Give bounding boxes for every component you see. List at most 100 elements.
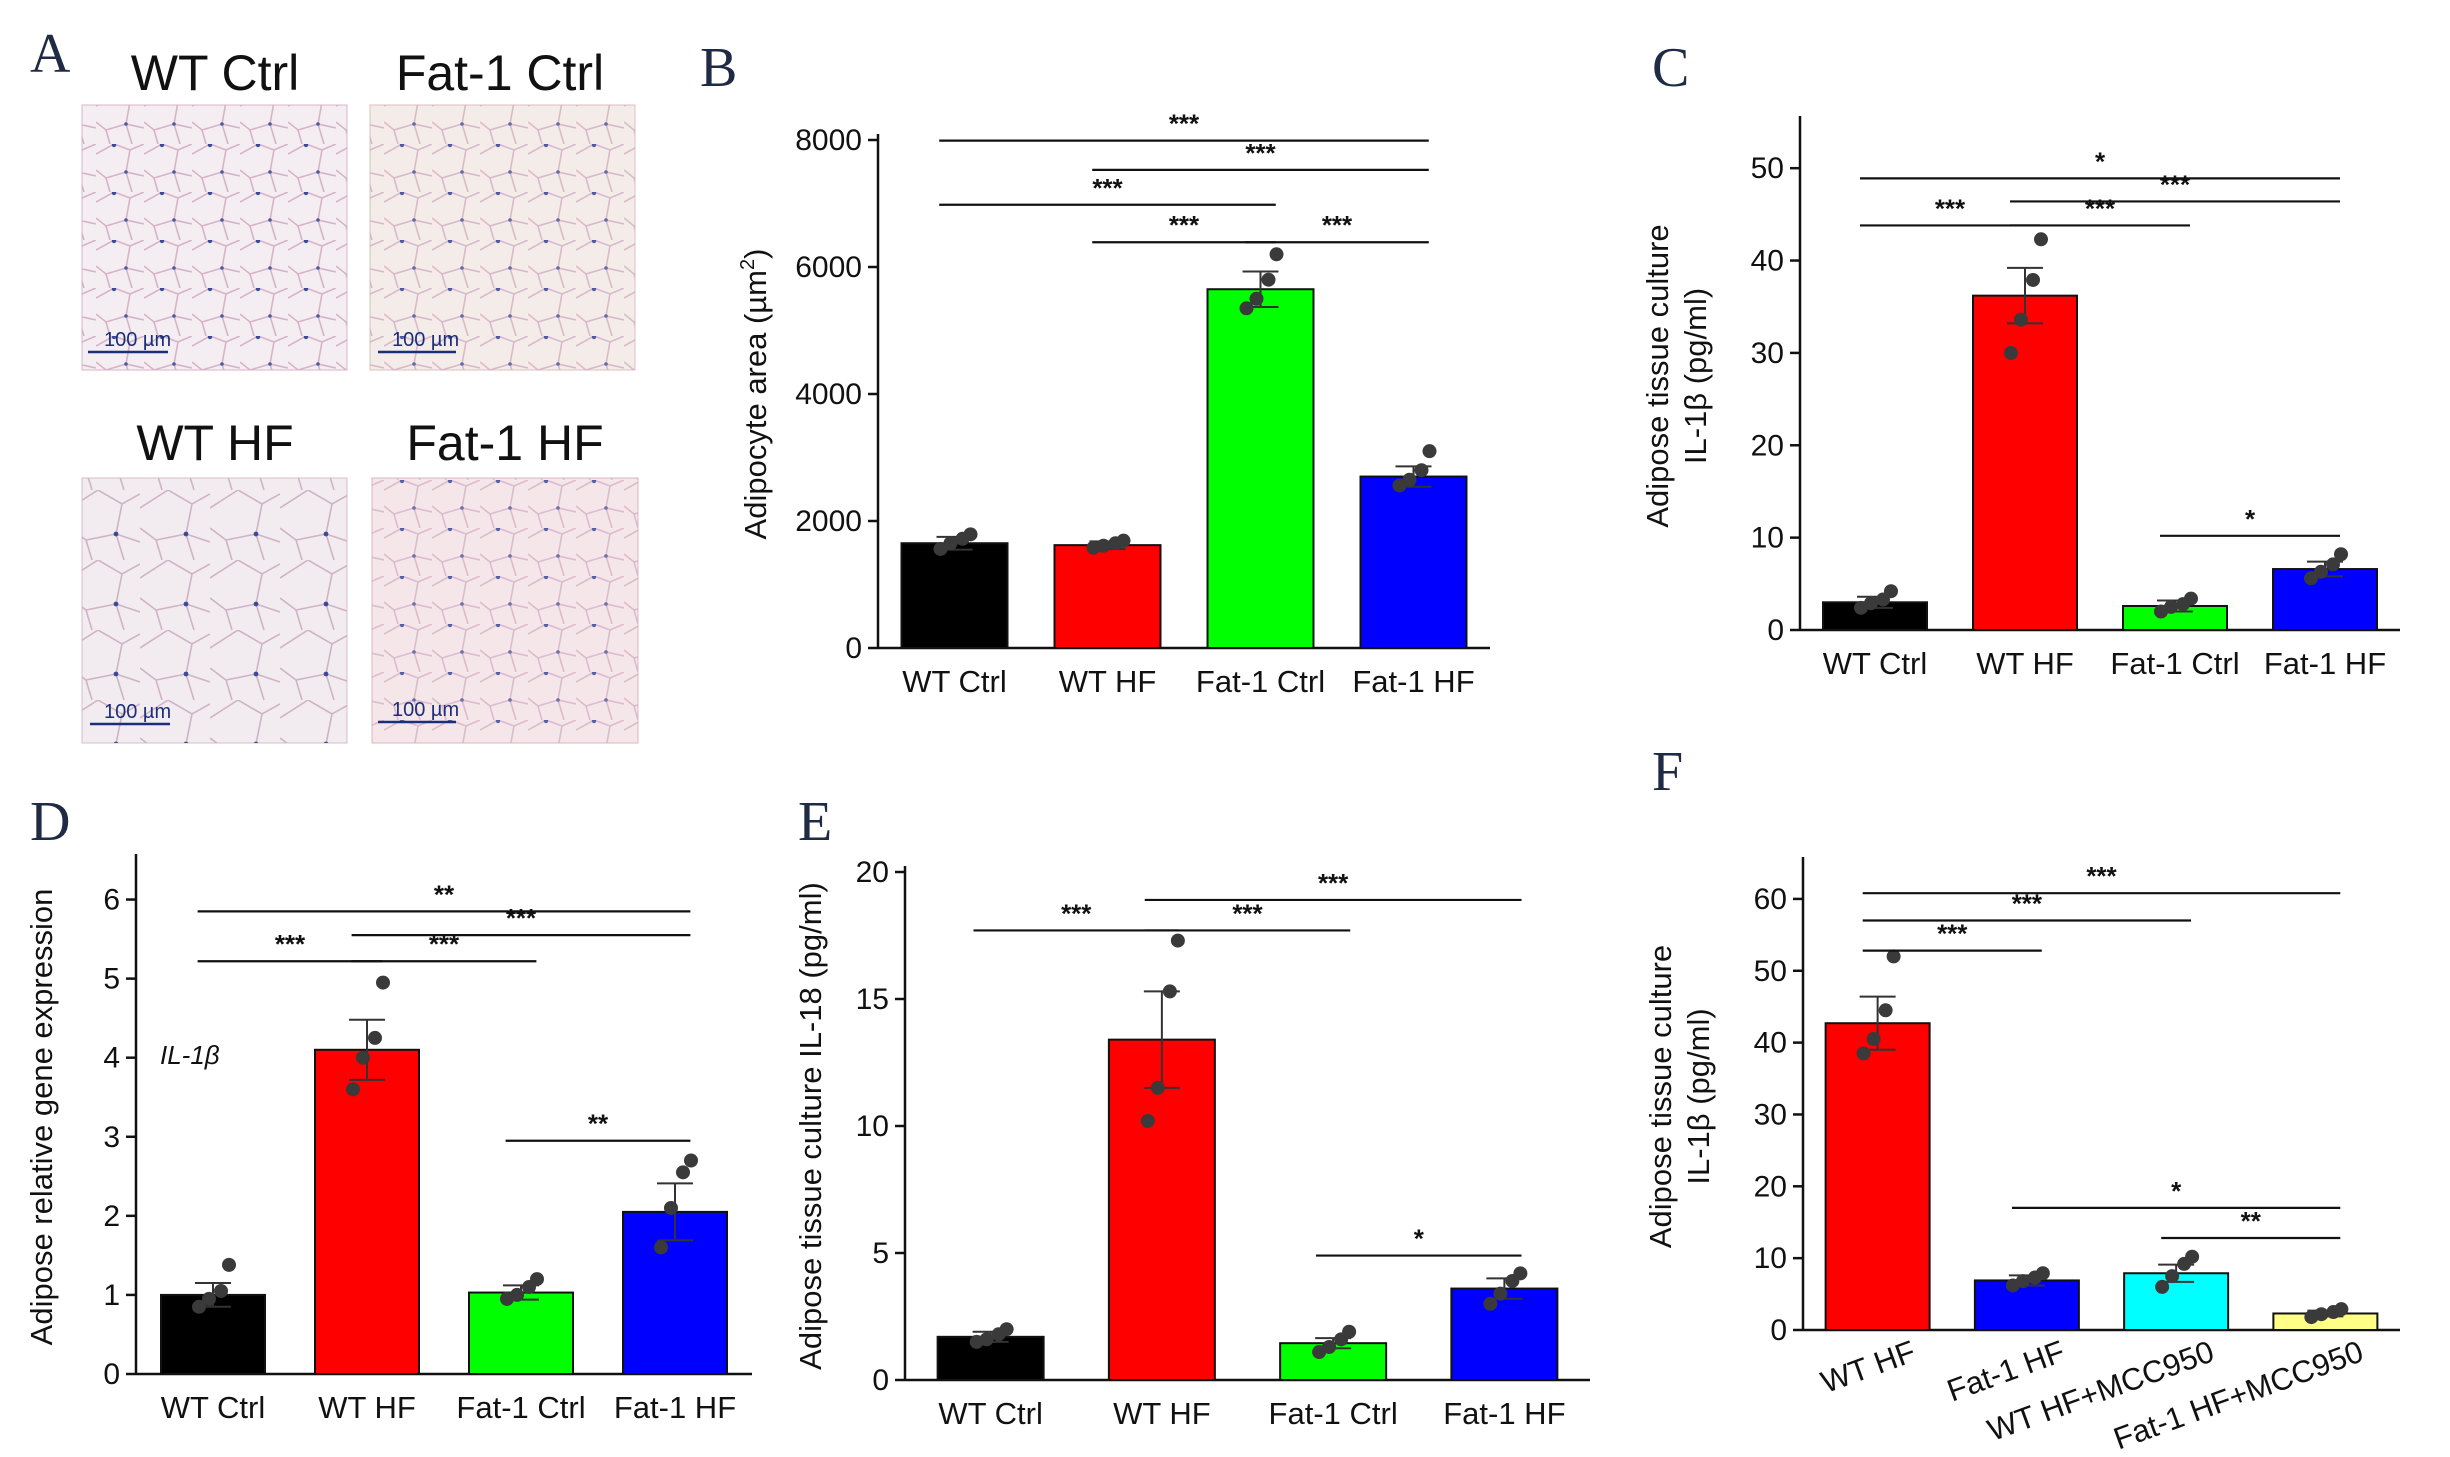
chart-c: 0 10 20 30 40 50 WT Ctrl WT HF Fat-1 Ctrl Fat-1 H… <box>1640 116 2400 681</box>
y-tick-label-d: 4 <box>103 1042 120 1075</box>
x-tick-label-b-2: Fat-1 Ctrl <box>1196 664 1325 699</box>
data-point-d <box>222 1257 236 1272</box>
significance-label-f: * <box>2171 1176 2182 1206</box>
data-point-f <box>2155 1279 2170 1294</box>
significance-label-c: *** <box>2160 169 2191 199</box>
y-tick-label-f: 30 <box>1754 1098 1787 1131</box>
significance-label-c: * <box>2245 504 2256 534</box>
histology-title-fat1-ctrl: Fat-1 Ctrl <box>396 45 604 101</box>
data-point-e <box>1162 984 1177 999</box>
y-axis-label-d: Adipose relative gene expression <box>24 889 59 1346</box>
panel-label-a: A <box>30 23 71 85</box>
y-tick-label-d: 3 <box>103 1121 120 1154</box>
significance-label-b: *** <box>1169 210 1200 240</box>
data-point-b <box>1402 472 1417 487</box>
y-tick-label-f: 20 <box>1754 1170 1787 1203</box>
data-point-d <box>664 1200 678 1215</box>
data-point-c <box>2014 312 2028 327</box>
significance-label-e: * <box>1414 1224 1425 1254</box>
data-point-d <box>368 1030 382 1045</box>
panel-label-d: D <box>30 791 70 853</box>
data-point-f <box>2015 1274 2030 1289</box>
data-point-d <box>202 1291 216 1306</box>
data-point-b <box>963 527 978 542</box>
panel-label-c: C <box>1652 37 1689 99</box>
data-point-f <box>1866 1032 1881 1047</box>
y-tick-label-d: 1 <box>103 1279 120 1312</box>
y-tick-label-b: 6000 <box>795 251 862 284</box>
data-point-d <box>356 1050 370 1065</box>
x-tick-label-e-0: WT Ctrl <box>938 1396 1042 1431</box>
y-tick-label-b: 2000 <box>795 505 862 538</box>
data-point-c <box>2334 547 2348 562</box>
x-tick-label-d-2: Fat-1 Ctrl <box>456 1390 585 1425</box>
histology-title-wt-ctrl: WT Ctrl <box>131 45 299 101</box>
data-point-d <box>214 1283 228 1298</box>
chart-b: 0 2000 4000 6000 8000 WT Ctrl WT HF Fat-1 Ctrl F… <box>737 109 1490 699</box>
y-tick-label-f: 40 <box>1754 1027 1787 1060</box>
significance-label-c: *** <box>2085 193 2116 223</box>
bar-b-1 <box>1053 544 1162 650</box>
y-tick-label-d: 2 <box>103 1200 120 1233</box>
y-tick-label-c: 20 <box>1751 429 1784 462</box>
significance-label-b: *** <box>1169 109 1200 139</box>
data-point-b <box>1269 247 1284 262</box>
data-point-f <box>2334 1302 2349 1317</box>
data-point-f <box>1886 949 1901 964</box>
data-point-c <box>2326 557 2340 572</box>
significance-label-e: *** <box>1232 898 1263 928</box>
x-tick-label-c-1: WT HF <box>1976 646 2074 681</box>
data-point-e <box>1170 933 1185 948</box>
y-axis-label-c: Adipose tissue culture <box>1640 224 1675 527</box>
data-point-e <box>1513 1266 1528 1281</box>
y-tick-label-f: 50 <box>1754 955 1787 988</box>
data-point-e <box>1493 1286 1508 1301</box>
y-tick-label-e: 10 <box>856 1110 889 1143</box>
x-tick-label-e-1: WT HF <box>1113 1396 1211 1431</box>
scale-bar-wt-hf: 100 µm <box>104 701 171 723</box>
y-tick-label-b: 8000 <box>795 124 862 157</box>
x-tick-label-b-0: WT Ctrl <box>902 664 1006 699</box>
histology-image-wt-hf: 100 µm <box>81 477 348 744</box>
x-tick-label-e-2: Fat-1 Ctrl <box>1269 1396 1398 1431</box>
bar-f-1 <box>1973 1279 2080 1331</box>
data-point-b <box>943 536 958 551</box>
histology-image-fat1-ctrl: 100 µm <box>369 104 636 371</box>
bar-b-2 <box>1206 288 1315 649</box>
data-point-c <box>1884 584 1898 599</box>
data-point-f <box>2035 1266 2050 1281</box>
x-tick-label-f-0: WT HF <box>1816 1334 1920 1400</box>
y-tick-label-c: 50 <box>1751 152 1784 185</box>
x-tick-label-b-3: Fat-1 HF <box>1352 664 1474 699</box>
data-point-c <box>2026 272 2040 287</box>
y-tick-label-f: 0 <box>1770 1314 1787 1347</box>
histology-title-wt-hf: WT HF <box>136 415 293 471</box>
y-tick-label-f: 10 <box>1754 1242 1787 1275</box>
data-point-c <box>1864 596 1878 611</box>
y-tick-label-c: 10 <box>1751 522 1784 555</box>
bar-b-3 <box>1359 475 1468 649</box>
y-axis-label-b: Adipocyte area (µm2) <box>737 249 773 540</box>
data-point-b <box>1422 444 1437 459</box>
data-point-b <box>1249 291 1264 306</box>
y-tick-label-c: 0 <box>1767 614 1784 647</box>
x-tick-label-c-3: Fat-1 HF <box>2264 646 2386 681</box>
y-axis-label-c: IL-1β (pg/ml) <box>1678 288 1713 464</box>
data-point-e <box>999 1322 1014 1337</box>
y-tick-label-d: 6 <box>103 884 120 917</box>
bar-e-1 <box>1107 1038 1216 1381</box>
x-tick-label-d-0: WT Ctrl <box>161 1390 265 1425</box>
histology-image-wt-ctrl: 100 µm <box>81 104 348 371</box>
x-tick-label-d-1: WT HF <box>318 1390 416 1425</box>
y-tick-label-e: 5 <box>872 1237 889 1270</box>
significance-label-b: *** <box>1092 173 1123 203</box>
significance-label-f: *** <box>2012 888 2043 918</box>
gene-label-d: IL-1β <box>160 1040 220 1070</box>
significance-label-c: *** <box>1935 193 1966 223</box>
data-point-e <box>1150 1080 1165 1095</box>
significance-label-f: ** <box>2241 1206 2262 1236</box>
data-point-d <box>676 1165 690 1180</box>
